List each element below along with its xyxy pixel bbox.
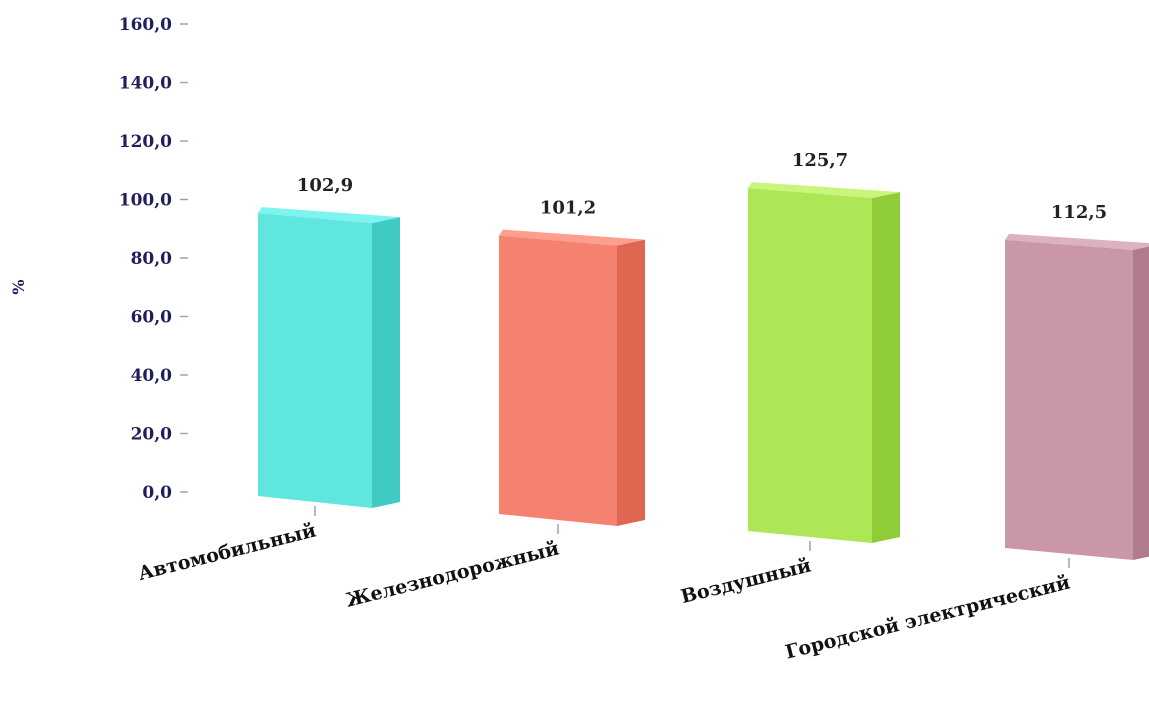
bar-side [1133,246,1149,560]
y-axis: 0,0 20,0 40,0 60,0 80,0 100,0 120,0 140,0 160,0 [119,15,188,503]
bar-side [372,217,400,508]
y-tick-label: 20,0 [131,425,173,445]
y-tick-label: 140,0 [119,74,172,94]
bar: 125,7 [748,150,900,543]
x-tick-label: Воздушный [679,555,814,609]
bar: 112,5 [1005,202,1149,560]
x-tick-label: Железнодорожный [344,538,562,612]
y-tick-label: 80,0 [131,249,173,269]
bar-top [1005,233,1149,250]
x-tick-label: Автомобильный [136,520,318,585]
data-label: 102,9 [297,175,353,196]
bar-top [748,182,900,199]
bar-front [1005,239,1133,560]
data-label: 101,2 [540,198,596,219]
category-labels: Автомобильный Железнодорожный ВоздушныйГор… [136,506,1072,664]
y-tick-label: 60,0 [131,308,173,328]
y-tick-label: 160,0 [119,15,172,35]
bar-side [617,239,645,526]
bar: 101,2 [499,198,645,526]
bar-side [872,192,900,543]
y-tick-label: 40,0 [131,366,173,386]
bar-top [258,207,400,224]
y-tick-label: 100,0 [119,191,172,211]
data-label: 125,7 [792,150,848,171]
bar-front [748,188,872,543]
data-label: 112,5 [1051,202,1107,223]
bars: 102,9 101,2 125,7 112,5 [258,150,1149,560]
y-tick-label: 0,0 [142,483,172,503]
bar-front [258,213,372,508]
y-axis-title: % [9,279,28,294]
y-tick-label: 120,0 [119,132,172,152]
x-tick-label: Городской электрический [783,572,1072,664]
bar-front [499,235,617,526]
bar-top [499,229,645,246]
bar: 102,9 [258,175,400,508]
